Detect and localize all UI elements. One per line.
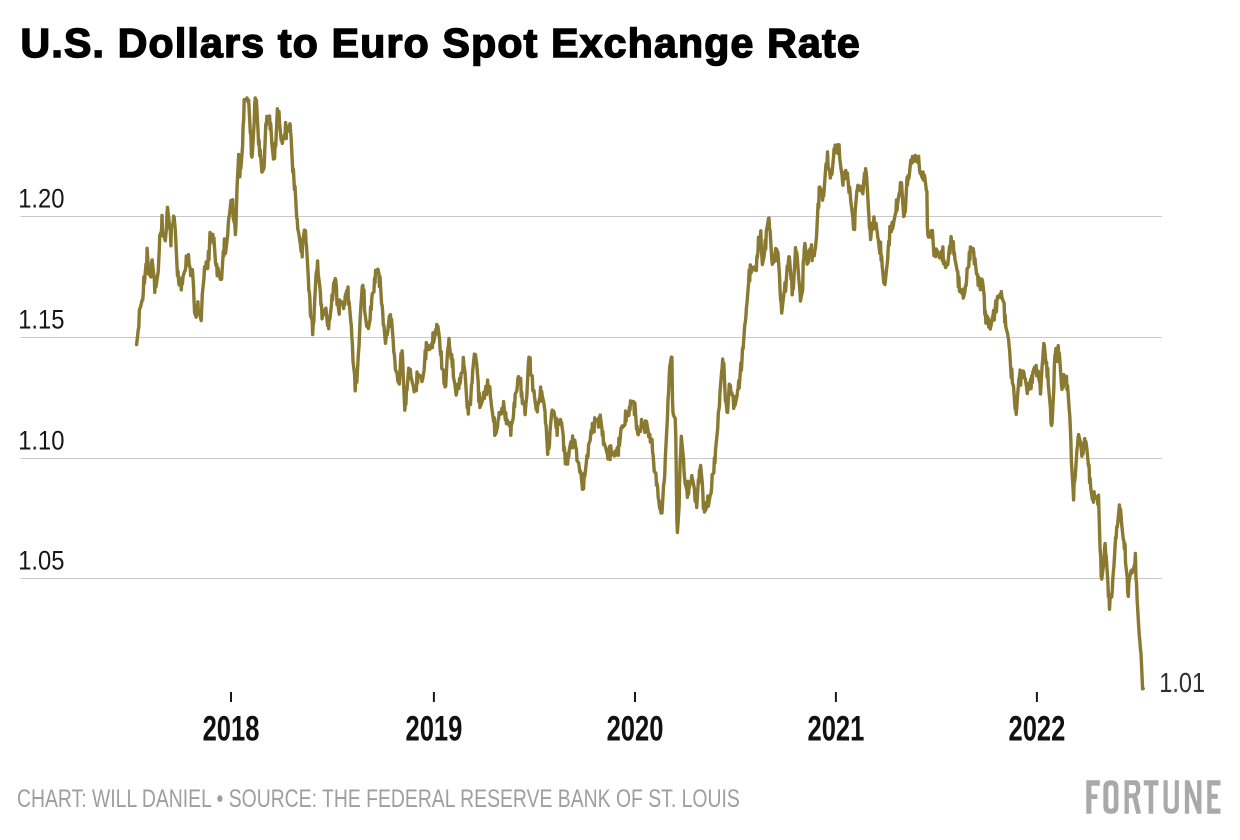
svg-text:1.10: 1.10 [18, 426, 64, 456]
svg-text:2022: 2022 [1008, 708, 1065, 748]
svg-text:1.01: 1.01 [1159, 668, 1205, 698]
svg-text:1.05: 1.05 [18, 546, 64, 576]
svg-text:1.15: 1.15 [18, 305, 64, 335]
svg-text:2021: 2021 [807, 708, 864, 748]
svg-text:2020: 2020 [607, 708, 664, 748]
svg-text:2019: 2019 [405, 708, 462, 748]
svg-text:1.20: 1.20 [18, 184, 64, 214]
svg-text:2018: 2018 [203, 708, 260, 748]
